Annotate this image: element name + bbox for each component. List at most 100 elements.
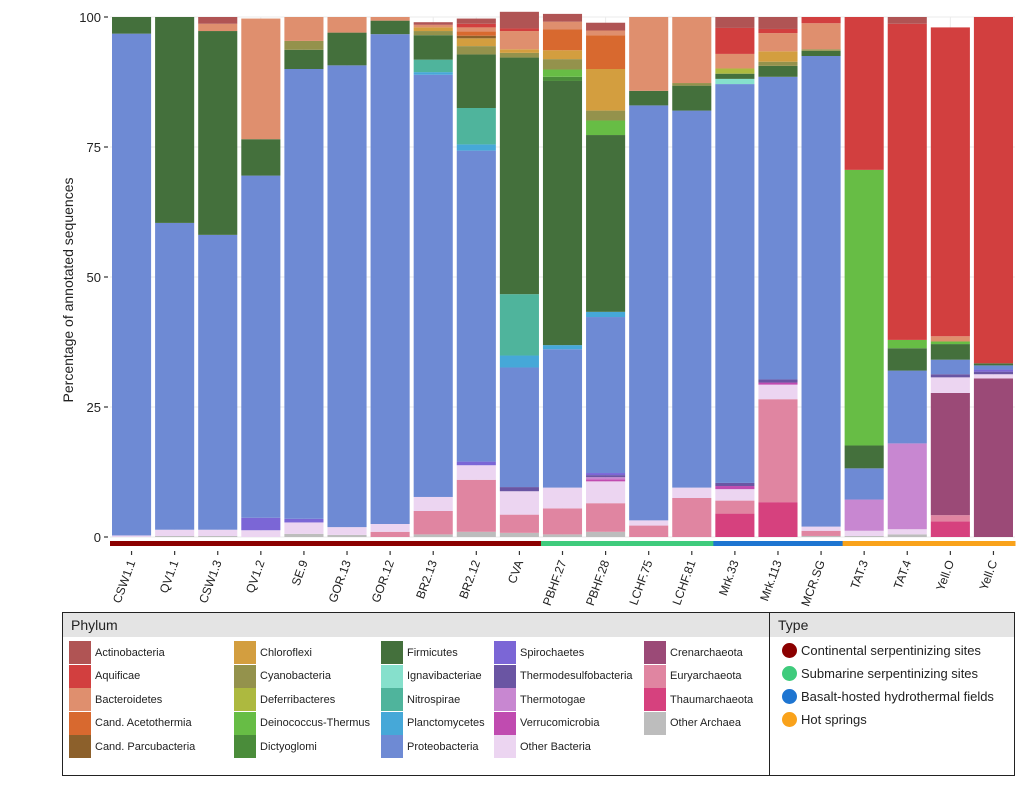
- bar-segment: [930, 374, 970, 378]
- bar-segment: [586, 30, 626, 36]
- bar-segment: [542, 59, 583, 70]
- bar-segment: [499, 28, 539, 32]
- bar-segment: [542, 80, 583, 346]
- bar-segment: [456, 461, 496, 466]
- type-dot-icon: [782, 643, 797, 658]
- bar-segment: [973, 365, 1013, 370]
- legend-label: Thermodesulfobacteria: [520, 670, 633, 683]
- bar-segment: [155, 222, 195, 530]
- bar-segment: [887, 17, 927, 24]
- bar-segment: [586, 477, 626, 480]
- bar-segment: [887, 443, 927, 530]
- legend-swatch: [494, 664, 516, 688]
- bar-segment: [112, 33, 152, 536]
- bar-segment: [801, 535, 841, 537]
- bar-segment: [844, 445, 884, 469]
- x-tick-label: BR2.12: [456, 558, 483, 601]
- bar-segment: [413, 31, 453, 36]
- type-legend-title: Type: [770, 613, 1014, 637]
- legend-swatch: [494, 735, 516, 759]
- bar-segment: [284, 69, 324, 519]
- phylum-legend: Phylum Actinobacteria Aquificae Bacteroide…: [62, 612, 770, 776]
- legend-label: Other Archaea: [670, 717, 741, 730]
- bar-segment: [327, 32, 367, 66]
- bar-segment: [284, 17, 324, 41]
- legend-label: Planctomycetes: [407, 717, 485, 730]
- bar-segment: [155, 535, 195, 537]
- bar-segment: [241, 517, 281, 531]
- bar-segment: [672, 85, 712, 111]
- bar-segment: [542, 13, 583, 22]
- legend-label: Bacteroidetes: [95, 693, 163, 706]
- type-strip-cell: [842, 541, 887, 546]
- bar-segment: [801, 23, 841, 50]
- legend-label: Thermotogae: [520, 693, 586, 706]
- bar-segment: [241, 18, 281, 140]
- legend-item: Aquificae: [69, 664, 195, 689]
- phylum-legend-column: Firmicutes Ignavibacteriae Nitrospirae Plan…: [381, 641, 485, 759]
- bar-segment: [715, 27, 755, 54]
- bar-segment: [629, 520, 669, 526]
- bar-segment: [284, 533, 324, 537]
- type-strip-cell: [928, 541, 973, 546]
- bar-segment: [499, 57, 539, 295]
- bar-segment: [629, 105, 669, 521]
- bar-segment: [672, 487, 712, 498]
- bar-segment: [456, 465, 496, 480]
- x-tick-label: GOR.12: [369, 558, 397, 604]
- legend-swatch: [69, 735, 91, 759]
- bar-segment: [586, 473, 626, 476]
- phylum-legend-column: Chloroflexi Cyanobacteria Deferribacteres D…: [234, 641, 370, 759]
- type-strip-cell: [411, 541, 456, 546]
- legend-item: Actinobacteria: [69, 641, 195, 665]
- bar-segment: [413, 72, 453, 75]
- legend-item: Thermotogae: [494, 688, 633, 712]
- x-tick-label: MCR.SG: [798, 558, 828, 608]
- legend-item: Crenarchaeota: [644, 641, 753, 665]
- legend-item: Other Archaea: [644, 711, 753, 736]
- bar-stack-MCR.SG: [801, 17, 841, 537]
- type-legend-item: Submarine serpentinizing sites: [782, 662, 1014, 685]
- bar-segment: [413, 534, 453, 537]
- legend-item: Proteobacteria: [381, 735, 485, 759]
- bar-segment: [499, 355, 539, 368]
- bar-segment: [586, 110, 626, 121]
- bar-segment: [370, 34, 410, 524]
- legend-swatch: [381, 735, 403, 759]
- bar-segment: [241, 530, 281, 537]
- bar-segment: [973, 374, 1013, 379]
- bar-segment: [542, 50, 583, 60]
- y-tick-label: 75: [87, 140, 101, 155]
- x-tick-label: CVA: [505, 558, 526, 585]
- type-strip-cell: [971, 541, 1016, 546]
- bar-stack-CSW1.3: [198, 17, 238, 537]
- bar-stack-CSW1.1: [112, 17, 152, 537]
- bar-segment: [715, 78, 755, 85]
- bar-segment: [758, 61, 798, 66]
- bar-segment: [198, 529, 238, 536]
- bar-segment: [672, 17, 712, 84]
- legend-item: Thermodesulfobacteria: [494, 664, 633, 689]
- legend-label: Actinobacteria: [95, 646, 165, 659]
- x-tick-label: TAT.4: [891, 558, 914, 591]
- y-axis-label: Percentage of annotated sequences: [60, 178, 76, 403]
- bar-segment: [715, 84, 755, 483]
- y-tick-label: 50: [87, 270, 101, 285]
- legend-label: Cand. Parcubacteria: [95, 740, 196, 753]
- legend-label: Proteobacteria: [407, 740, 479, 753]
- bar-segment: [715, 482, 755, 487]
- x-tick-label: PBHF.27: [540, 558, 569, 608]
- bar-segment: [499, 31, 539, 50]
- legend-label: Cyanobacteria: [260, 670, 331, 683]
- x-tick-label: LCHF.81: [669, 558, 698, 607]
- bar-segment: [715, 68, 755, 74]
- bar-stack-PBHF.28: [586, 22, 626, 537]
- bar-segment: [542, 349, 583, 488]
- bar-segment: [586, 120, 626, 136]
- x-tick-label: QV1.2: [243, 558, 268, 595]
- bar-stack-Yell.O: [930, 27, 970, 537]
- bar-segment: [973, 363, 1013, 366]
- legend-swatch: [69, 664, 91, 688]
- bar-stack-TAT.4: [887, 17, 927, 537]
- type-strip-cell: [627, 541, 671, 546]
